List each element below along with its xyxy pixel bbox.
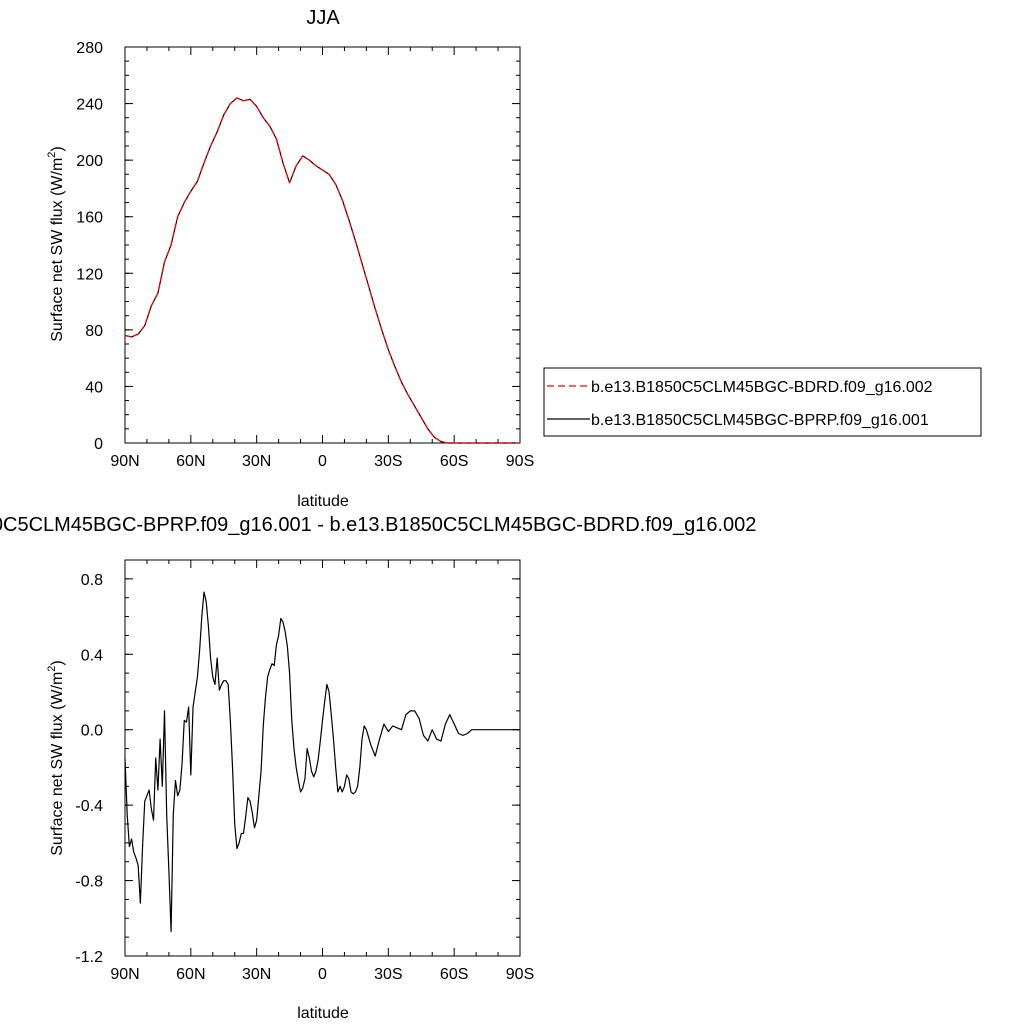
top-y-tick-label: 200 xyxy=(76,153,103,170)
top-y-tick-label: 40 xyxy=(85,379,103,396)
bottom-x-tick-label: 90N xyxy=(110,966,139,983)
top-y-axis-label-superscript: 2 xyxy=(46,152,58,158)
bottom-panel-difference: b.e13.B1850C5CLM45BGC-BPRP.f09_g16.001 -… xyxy=(0,514,756,1022)
top-x-axis-label: latitude xyxy=(297,493,349,510)
bottom-y-axis-label-superscript: 2 xyxy=(46,666,58,672)
top-y-axis-label: Surface net SW flux (W/m2) xyxy=(46,146,66,342)
bottom-x-tick-label: 90S xyxy=(506,966,534,983)
bottom-chart-title: b.e13.B1850C5CLM45BGC-BPRP.f09_g16.001 -… xyxy=(0,514,756,536)
top-x-tick-label: 0 xyxy=(318,453,327,470)
bottom-y-axis-label: Surface net SW flux (W/m2) xyxy=(46,660,66,856)
bottom-y-tick-label: 0.4 xyxy=(81,647,103,664)
bottom-x-axis-label: latitude xyxy=(297,1005,349,1022)
top-series-line-1 xyxy=(124,97,520,444)
bottom-y-tick-label: 0.8 xyxy=(81,572,103,589)
top-y-tick-label: 80 xyxy=(85,323,103,340)
top-x-tick-label: 30S xyxy=(374,453,402,470)
bottom-plot-frame xyxy=(124,559,521,957)
bottom-y-tick-label: -1.2 xyxy=(75,949,103,966)
top-y-tick-label: 120 xyxy=(76,266,103,283)
bottom-y-tick-label: -0.4 xyxy=(75,798,103,815)
legend-entry-bprp: b.e13.B1850C5CLM45BGC-BPRP.f09_g16.001 xyxy=(591,412,929,429)
bottom-x-tick-label: 60N xyxy=(176,966,205,983)
top-y-tick-label: 0 xyxy=(94,436,103,453)
top-y-tick-label: 160 xyxy=(76,210,103,227)
legend-entry-bdrd: b.e13.B1850C5CLM45BGC-BDRD.f09_g16.002 xyxy=(591,379,933,396)
bottom-y-tick-label: -0.8 xyxy=(75,874,103,891)
bottom-y-tick-label: 0.0 xyxy=(81,723,103,740)
top-panel-jja: JJA latitude Surface net SW flux (W/m2) … xyxy=(46,7,982,510)
top-legend: b.e13.B1850C5CLM45BGC-BDRD.f09_g16.002 b… xyxy=(543,367,982,437)
top-y-tick-label: 280 xyxy=(76,40,103,57)
top-x-tick-label: 60N xyxy=(176,453,205,470)
top-chart-title: JJA xyxy=(306,7,340,29)
bottom-x-tick-label: 30N xyxy=(242,966,271,983)
top-series-line-0 xyxy=(124,97,520,444)
top-y-tick-label: 240 xyxy=(76,97,103,114)
legend-box xyxy=(543,367,982,437)
bottom-x-tick-label: 0 xyxy=(318,966,327,983)
top-x-tick-label: 90N xyxy=(110,453,139,470)
top-x-tick-label: 90S xyxy=(506,453,534,470)
bottom-x-tick-label: 30S xyxy=(374,966,402,983)
bottom-series-line-0 xyxy=(124,591,520,933)
bottom-x-tick-label: 60S xyxy=(440,966,468,983)
top-x-tick-label: 60S xyxy=(440,453,468,470)
top-x-tick-label: 30N xyxy=(242,453,271,470)
top-plot-frame xyxy=(124,46,521,444)
